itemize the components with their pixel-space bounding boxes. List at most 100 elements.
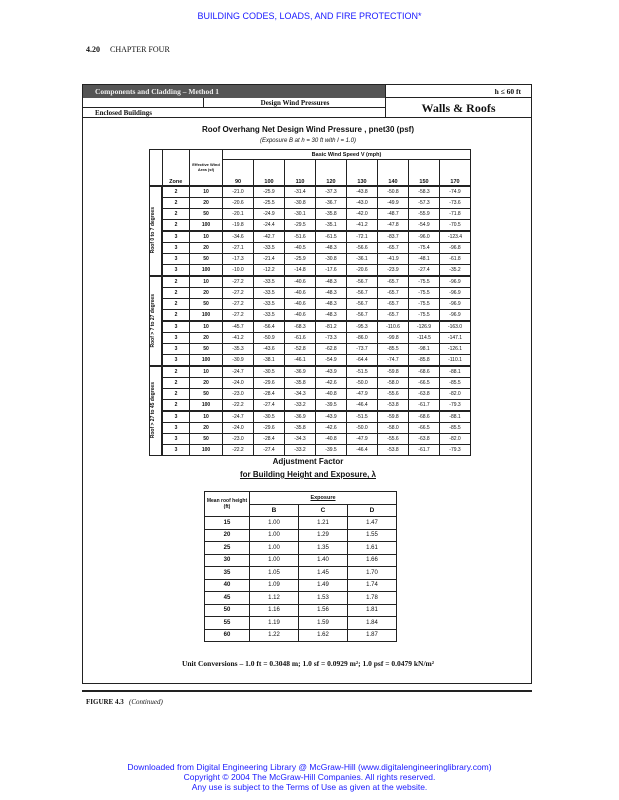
zone-cell: 3 — [161, 432, 190, 445]
zone-cell: 2 — [161, 297, 190, 310]
pressure-cell: -39.5 — [315, 398, 347, 411]
factor-cell: 1.74 — [347, 578, 397, 592]
table-row: 45 1.12 1.53 1.78 — [204, 591, 397, 605]
area-cell: 50 — [189, 207, 223, 220]
pressure-cell: -79.3 — [439, 443, 471, 456]
pressure-cell: -65.7 — [377, 286, 409, 299]
area-cell: 50 — [189, 297, 223, 310]
pressure-cell: -54.9 — [315, 353, 347, 366]
pressure-cell: -96.9 — [439, 308, 471, 321]
pressure-cell: -61.6 — [284, 331, 316, 344]
table-row: 2 100 -27.2 -33.5 -40.6 -48.3 -56.7 -65.7 -75.5-… — [150, 308, 471, 321]
pressure-cell: -24.0 — [222, 421, 254, 434]
figure-box: Components and Cladding – Method 1 h ≤ 6… — [82, 84, 532, 684]
footer-line[interactable]: Downloaded from Digital Engineering Libr… — [127, 762, 492, 772]
pressure-cell: -96.9 — [439, 286, 471, 299]
speed-column-header: 170 — [439, 159, 471, 186]
pressure-cell: -24.7 — [222, 364, 254, 378]
roof-slope-text: Roof > 7 to 27 degrees — [150, 293, 156, 348]
factor-cell: 1.19 — [249, 616, 299, 630]
height-header: Mean roof height (ft) — [204, 491, 250, 517]
pressure-cell: -75.4 — [408, 241, 440, 254]
pressure-cell: -50.9 — [253, 331, 285, 344]
factor-cell: 1.62 — [298, 628, 348, 642]
pressure-cell: -96.9 — [439, 274, 471, 288]
area-cell: 100 — [189, 308, 223, 321]
zone-cell: 2 — [161, 207, 190, 220]
table-row: 15 1.00 1.21 1.47 — [204, 516, 397, 530]
pressure-cell: -85.5 — [377, 342, 409, 355]
factor-cell: 1.12 — [249, 591, 299, 605]
footer: Downloaded from Digital Engineering Libr… — [0, 762, 619, 792]
pressure-cell: -42.0 — [346, 207, 378, 220]
pressure-cell: -36.7 — [315, 196, 347, 209]
pressure-cell: -46.4 — [346, 398, 378, 411]
area-cell: 50 — [189, 387, 223, 400]
pressure-cell: -37.3 — [315, 184, 347, 198]
speed-column-header: 120 — [315, 159, 347, 186]
area-cell: 100 — [189, 443, 223, 456]
pressure-cell: -25.5 — [253, 196, 285, 209]
pressure-cell: -48.3 — [315, 286, 347, 299]
pressure-cell: -45.7 — [222, 319, 254, 333]
pressure-cell: -35.3 — [222, 342, 254, 355]
table-row: 35 1.05 1.45 1.70 — [204, 566, 397, 580]
factor-cell: 1.78 — [347, 591, 397, 605]
area-cell: 10 — [189, 409, 223, 423]
pressure-cell: -86.0 — [346, 331, 378, 344]
factor-cell: 1.40 — [298, 553, 348, 567]
zone-cell: 3 — [161, 229, 190, 243]
pressure-cell: -17.3 — [222, 252, 254, 265]
exposure-column-header: C — [298, 503, 348, 517]
pressure-cell: -82.0 — [439, 432, 471, 445]
pressure-cell: -61.7 — [408, 443, 440, 456]
pressure-cell: -52.8 — [284, 342, 316, 355]
height-cell: 35 — [204, 566, 250, 580]
height-cell: 55 — [204, 616, 250, 630]
pressure-cell: -27.4 — [253, 443, 285, 456]
zone-cell: 2 — [161, 398, 190, 411]
pressure-cell: -61.5 — [315, 229, 347, 243]
factor-cell: 1.29 — [298, 528, 348, 542]
pressure-cell: -73.7 — [346, 342, 378, 355]
pressure-cell: -55.6 — [377, 387, 409, 400]
pressure-cell: -33.2 — [284, 443, 316, 456]
zone-cell: 3 — [161, 353, 190, 366]
adjust-title: Adjustment Factor — [272, 457, 344, 466]
pressure-cell: -110.1 — [439, 353, 471, 366]
roof-slope-label: Roof 0 to 7 degrees — [149, 184, 163, 276]
pressure-cell: -20.6 — [222, 196, 254, 209]
zone-cell: 3 — [161, 252, 190, 265]
pressure-cell: -65.7 — [377, 241, 409, 254]
zone-cell: 3 — [161, 443, 190, 456]
pressure-cell: -40.6 — [284, 286, 316, 299]
height-cell: 20 — [204, 528, 250, 542]
pressure-cell: -85.5 — [439, 376, 471, 389]
zone-cell: 2 — [161, 387, 190, 400]
pressure-cell: -33.5 — [253, 274, 285, 288]
pressure-cell: -31.4 — [284, 184, 316, 198]
pressure-cell: -27.2 — [222, 286, 254, 299]
pressure-cell: -88.1 — [439, 409, 471, 423]
pressure-cell: -73.3 — [315, 331, 347, 344]
pressure-cell: -23.0 — [222, 432, 254, 445]
pressure-cell: -56.7 — [346, 274, 378, 288]
area-cell: 20 — [189, 196, 223, 209]
pressure-cell: -57.3 — [408, 196, 440, 209]
pressure-cell: -21.4 — [253, 252, 285, 265]
pressure-cell: -51.5 — [346, 364, 378, 378]
pressure-cell: -40.6 — [284, 308, 316, 321]
pressure-cell: -28.4 — [253, 432, 285, 445]
pressure-cell: -62.8 — [315, 342, 347, 355]
pressure-cell: -25.9 — [284, 252, 316, 265]
pressure-cell: -70.5 — [439, 218, 471, 231]
design-wind-pressures: Design Wind Pressures — [203, 98, 386, 108]
pressure-cell: -35.8 — [315, 207, 347, 220]
speed-column-header: 110 — [284, 159, 316, 186]
zone-cell: 2 — [161, 308, 190, 321]
factor-cell: 1.45 — [298, 566, 348, 580]
pressure-cell: -40.6 — [284, 297, 316, 310]
table-row: 2 50 -23.0 -28.4 -34.3 -40.8 -47.9 -55.6 -63.8 -8… — [150, 387, 471, 400]
pressure-cell: -14.8 — [284, 263, 316, 276]
